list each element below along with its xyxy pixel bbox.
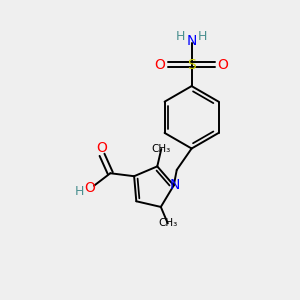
Text: H: H bbox=[74, 184, 84, 198]
Text: N: N bbox=[186, 34, 197, 48]
Text: O: O bbox=[84, 181, 95, 195]
Text: CH₃: CH₃ bbox=[158, 218, 177, 228]
Text: H: H bbox=[198, 30, 208, 43]
Text: CH₃: CH₃ bbox=[152, 144, 171, 154]
Text: S: S bbox=[187, 58, 196, 72]
Text: O: O bbox=[218, 58, 229, 72]
Text: H: H bbox=[176, 30, 185, 43]
Text: O: O bbox=[155, 58, 166, 72]
Text: O: O bbox=[97, 141, 107, 155]
Text: N: N bbox=[170, 178, 181, 192]
